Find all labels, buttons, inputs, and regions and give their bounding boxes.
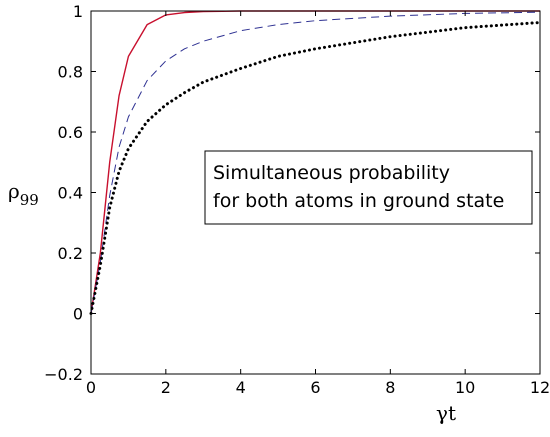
- annotation-border: [204, 150, 533, 225]
- y-axis-title-main: ρ: [8, 179, 20, 203]
- y-tick-label: 0.6: [58, 123, 83, 142]
- x-tick-label: 10: [455, 378, 475, 397]
- x-tick-label: 6: [310, 378, 320, 397]
- x-axis-title: γt: [436, 401, 456, 425]
- y-tick-label: 0: [73, 305, 83, 324]
- y-axis-title: ρ99: [8, 179, 39, 209]
- annotation-line-1: Simultaneous probability: [213, 162, 450, 184]
- y-tick-label: −0.2: [44, 365, 83, 384]
- series-line-3-dotted: [89, 21, 542, 315]
- y-tick-label: 1: [73, 2, 83, 21]
- x-tick-label: 2: [161, 378, 171, 397]
- series-line-2-dashed: [90, 11, 541, 314]
- annotation-line-2: for both atoms in ground state: [213, 190, 504, 212]
- y-tick-label: 0.2: [58, 244, 83, 263]
- x-tick-label: 8: [385, 378, 395, 397]
- x-tick-label: 12: [530, 378, 550, 397]
- y-tick-label: 0.8: [58, 63, 83, 82]
- y-tick-label: 0.4: [58, 184, 83, 203]
- x-tick-label: 0: [86, 378, 96, 397]
- annotation-box: Simultaneous probability for both atoms …: [204, 150, 533, 225]
- x-tick-label: 4: [236, 378, 246, 397]
- y-axis-title-subscript: 99: [20, 191, 39, 209]
- ticks-layer: 0 2 4 6 8 10 12−0.200.20.40.60.81: [44, 2, 550, 397]
